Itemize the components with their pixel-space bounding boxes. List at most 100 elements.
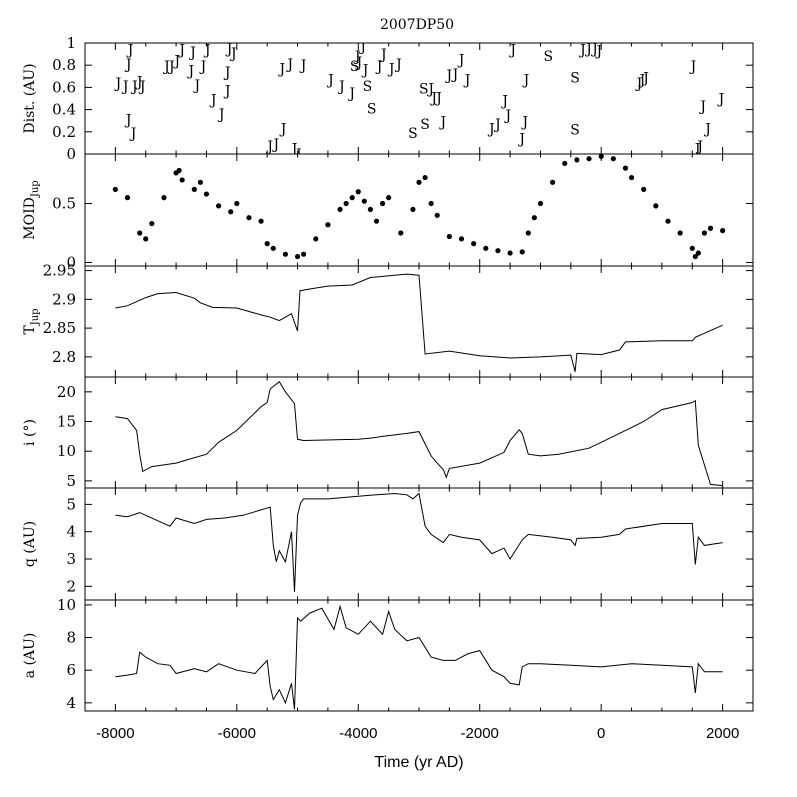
moid-point <box>428 200 434 207</box>
encounter-marker: J <box>121 79 129 95</box>
moid-point <box>653 203 659 209</box>
encounter-marker: J <box>129 126 137 142</box>
panel-data-incl <box>115 380 723 487</box>
x-tick-label: -8000 <box>96 725 134 742</box>
encounter-marker: J <box>438 115 446 131</box>
y-tick-label-tjup: 2.95 <box>43 262 76 280</box>
moid-point <box>398 230 404 236</box>
moid-point <box>422 174 428 181</box>
panel-data-moid <box>112 154 726 260</box>
y-axis-label-moid: MOIDJup <box>22 180 41 239</box>
y-axis-label-sub-part: Jup <box>30 308 41 326</box>
moid-point <box>161 195 167 201</box>
panel-q: 2 3 4 5 q (AU) <box>22 487 754 601</box>
panel-frame-tjup <box>84 265 754 378</box>
y-tick-label-a: 8 <box>66 629 76 647</box>
y-axis-label-incl: i (°) <box>22 419 38 446</box>
encounter-marker: J <box>635 76 643 92</box>
y-tick-label-incl: 20 <box>57 383 76 401</box>
encounter-marker: J <box>130 79 138 95</box>
moid-point <box>471 241 477 247</box>
panel-data-tjup <box>115 273 723 372</box>
moid-point <box>270 245 276 251</box>
encounter-marker: J <box>394 57 402 73</box>
y-tick-label-a: 4 <box>66 694 76 712</box>
x-tick-label: -2000 <box>461 725 499 742</box>
panel-moid: 0 0.5 MOIDJup <box>22 153 754 271</box>
encounter-marker: J <box>326 73 334 89</box>
encounter-marker: J <box>279 121 287 137</box>
encounter-marker: J <box>265 139 273 155</box>
panel-data-a <box>115 604 723 710</box>
moid-point <box>665 218 671 224</box>
moid-point <box>537 200 544 207</box>
encounter-marker: J <box>337 79 345 95</box>
x-tick-label: -6000 <box>218 725 256 742</box>
encounter-marker: J <box>126 43 134 59</box>
encounter-marker: J <box>162 59 170 75</box>
encounter-marker: J <box>426 81 434 97</box>
moid-point <box>531 215 537 221</box>
encounter-marker: J <box>172 54 180 70</box>
encounter-marker: J <box>285 57 293 73</box>
encounter-marker: J <box>355 55 363 71</box>
y-axis-label-a: a (AU) <box>22 633 38 679</box>
moid-point <box>692 253 698 260</box>
moid-point <box>446 233 452 240</box>
y-tick-label-moid: 0.5 <box>52 195 76 213</box>
moid-point <box>176 167 182 174</box>
encounter-marker: J <box>584 41 592 57</box>
moid-point <box>282 251 288 257</box>
moid-point <box>294 253 301 260</box>
moid-point <box>458 236 465 242</box>
y-tick-label-moid: 0 <box>66 253 76 271</box>
encounter-marker: J <box>517 131 525 147</box>
moid-point <box>519 249 525 255</box>
y-axis-label-main: MOIDJup <box>22 180 41 239</box>
encounter-marker: S <box>544 49 554 65</box>
encounter-marker: J <box>429 90 437 106</box>
moid-point <box>355 189 361 195</box>
moid-point <box>234 200 240 207</box>
encounter-marker: J <box>693 141 701 157</box>
moid-point <box>246 215 252 221</box>
encounter-marker: J <box>135 75 143 91</box>
panel-a: 4 6 8 10 a (AU) <box>22 596 754 712</box>
encounter-marker: J <box>199 59 207 75</box>
moid-point <box>495 248 501 254</box>
encounter-marker: J <box>375 59 383 75</box>
encounter-marker: J <box>278 61 286 77</box>
encounter-marker: J <box>451 67 459 83</box>
encounter-marker: S <box>419 81 429 97</box>
moid-point <box>361 198 367 204</box>
encounter-marker: J <box>353 49 361 65</box>
moid-point <box>191 186 197 192</box>
moid-point <box>695 250 701 256</box>
encounter-marker: J <box>457 53 465 69</box>
y-tick-label-a: 10 <box>57 596 76 614</box>
x-tick-label: 0 <box>597 725 605 742</box>
y-tick-label-tjup: 2.85 <box>43 319 76 337</box>
encounter-marker: J <box>193 78 201 94</box>
encounter-marker: J <box>590 41 598 57</box>
encounter-marker: S <box>570 122 580 138</box>
moid-point <box>598 154 604 159</box>
encounter-marker: J <box>508 43 516 59</box>
y-tick-label-q: 3 <box>66 550 76 568</box>
panel-frame-q <box>84 487 754 601</box>
encounter-marker: J <box>223 84 231 100</box>
panel-incl: 5 10 15 20 i (°) <box>22 376 754 490</box>
x-axis: -8000 -6000 -4000 -2000 0 2000 <box>96 725 739 742</box>
y-axis-label-dist: Dist. (AU) <box>22 63 38 133</box>
encounter-marker: J <box>358 39 366 55</box>
encounter-marker: J <box>638 73 646 89</box>
y-axis-label-q: q (AU) <box>22 521 38 567</box>
y-tick-label-dist: 0.4 <box>52 101 76 119</box>
encounter-marker: S <box>367 101 377 117</box>
series-line-q <box>115 492 723 592</box>
moid-point <box>701 230 708 236</box>
series-line-a <box>115 604 723 710</box>
moid-point <box>367 206 374 213</box>
encounter-marker: J <box>124 112 132 128</box>
moid-point <box>313 236 319 242</box>
